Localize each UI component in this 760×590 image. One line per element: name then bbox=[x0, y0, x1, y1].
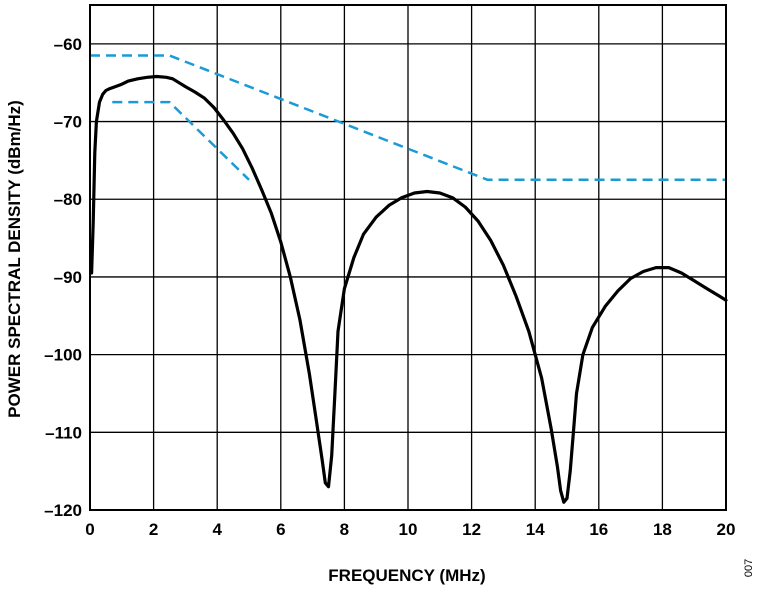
chart-series-layer bbox=[90, 54, 728, 504]
mask-line-2 bbox=[112, 100, 250, 181]
y-tick-label-2: –80 bbox=[54, 190, 82, 209]
x-tick-label-9: 18 bbox=[653, 520, 672, 539]
x-tick-label-6: 12 bbox=[462, 520, 481, 539]
x-tick-label-4: 8 bbox=[340, 520, 349, 539]
x-tick-label-2: 4 bbox=[212, 520, 222, 539]
y-tick-label-0: –60 bbox=[54, 35, 82, 54]
chart-grid bbox=[89, 5, 727, 511]
y-tick-labels: –60 –70 –80 –90 –100 –110 –120 bbox=[44, 35, 82, 520]
x-tick-label-5: 10 bbox=[399, 520, 418, 539]
x-tick-label-7: 14 bbox=[526, 520, 545, 539]
y-tick-label-6: –120 bbox=[44, 501, 82, 520]
x-tick-label-1: 2 bbox=[149, 520, 158, 539]
y-tick-label-3: –90 bbox=[54, 268, 82, 287]
plot-frame bbox=[89, 4, 727, 511]
spectrum-line bbox=[90, 74, 728, 504]
mask-line-1 bbox=[90, 54, 726, 182]
x-axis-label: FREQUENCY (MHz) bbox=[328, 566, 485, 585]
figure-id: 007 bbox=[743, 559, 755, 577]
x-tick-label-0: 0 bbox=[85, 520, 94, 539]
x-tick-label-3: 6 bbox=[276, 520, 285, 539]
x-tick-label-10: 20 bbox=[717, 520, 736, 539]
x-tick-labels: 0 2 4 6 8 10 12 14 16 18 20 bbox=[85, 520, 735, 539]
y-tick-label-4: –100 bbox=[44, 346, 82, 365]
y-axis-label: POWER SPECTRAL DENSITY (dBm/Hz) bbox=[5, 100, 24, 418]
y-tick-label-5: –110 bbox=[45, 423, 82, 442]
y-tick-label-1: –70 bbox=[54, 113, 82, 132]
x-tick-label-8: 16 bbox=[589, 520, 608, 539]
